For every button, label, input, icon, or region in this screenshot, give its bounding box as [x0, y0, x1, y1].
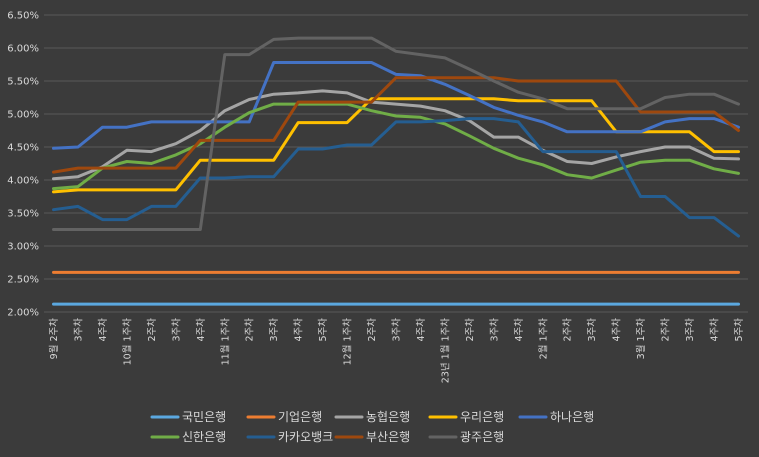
legend-label: 카카오뱅크 [278, 430, 333, 444]
x-tick-label: 2주차 [366, 318, 378, 342]
x-tick-label: 4주차 [97, 318, 109, 342]
x-tick-label: 5주차 [317, 318, 329, 342]
y-tick-label: 4.50% [7, 143, 39, 154]
x-tick-label: 2월 1주차 [537, 318, 549, 360]
legend-label: 국민은행 [182, 409, 226, 424]
x-tick-label: 3월 1주차 [635, 318, 647, 360]
x-tick-label: 3주차 [73, 318, 85, 342]
legend-entry: 기업은행 [246, 409, 322, 424]
x-tick-label: 3주차 [391, 318, 403, 342]
legend-entry: 광주은행 [428, 429, 504, 444]
legend-entry: 국민은행 [150, 409, 226, 424]
x-tick-label: 2주차 [244, 318, 256, 342]
series-line-3 [52, 89, 740, 181]
x-tick-label: 4주차 [708, 318, 720, 342]
x-tick-label: 3주차 [170, 318, 182, 342]
y-tick-label: 2.50% [7, 275, 39, 286]
legend-entry: 우리은행 [428, 409, 504, 424]
series-line-6 [52, 102, 740, 191]
y-tick-label: 4.00% [7, 176, 39, 187]
legend-label: 부산은행 [366, 429, 410, 444]
x-tick-label: 4주차 [415, 318, 427, 342]
series-line-8 [52, 76, 740, 174]
y-axis-tick-labels: 2.00% 2.50% 3.00% 3.50% 4.00% 4.50% 5.00% 5.50%… [7, 11, 39, 319]
y-tick-label: 3.50% [7, 209, 39, 220]
y-tick-label: 6.50% [7, 11, 39, 22]
legend-label: 신한은행 [182, 429, 226, 444]
y-tick-label: 2.00% [7, 308, 39, 319]
legend-label: 하나은행 [550, 409, 594, 424]
x-tick-label: 12월 1주차 [342, 318, 354, 366]
legend-label: 광주은행 [460, 429, 504, 444]
series-line-7 [52, 117, 740, 238]
y-tick-label: 3.00% [7, 242, 39, 253]
x-tick-label: 5주차 [733, 318, 745, 342]
x-tick-label: 2주차 [660, 318, 672, 342]
x-axis-tick-labels: 9월 2주차 3주차 4주차 10월 1주차 2주차 3주차 4주차 11월 1주차 2주차 3주… [48, 318, 745, 383]
y-tick-label: 5.00% [7, 110, 39, 121]
x-tick-label: 4주차 [611, 318, 623, 342]
x-tick-label: 2주차 [464, 318, 476, 342]
y-tick-label: 5.50% [7, 77, 39, 88]
x-tick-label: 4주차 [513, 318, 525, 342]
legend-entry: 하나은행 [518, 409, 594, 424]
legend-label: 농협은행 [366, 409, 410, 424]
x-tick-label: 4주차 [293, 318, 305, 342]
x-tick-label: 3주차 [488, 318, 500, 342]
x-tick-label: 2주차 [562, 318, 574, 342]
series-line-5 [52, 61, 740, 150]
x-tick-label: 23년 1월 1주차 [439, 318, 451, 383]
x-tick-label: 3주차 [268, 318, 280, 342]
legend-label: 우리은행 [460, 409, 504, 424]
series-line-9 [52, 36, 740, 231]
legend-entry: 부산은행 [334, 429, 410, 444]
y-tick-label: 6.00% [7, 44, 39, 55]
x-tick-label: 9월 2주차 [48, 318, 60, 360]
series-lines [52, 36, 740, 306]
legend-entry: 신한은행 [150, 429, 226, 444]
x-tick-label: 4주차 [195, 318, 207, 342]
x-tick-label: 2주차 [146, 318, 158, 342]
x-tick-label: 11월 1주차 [219, 318, 231, 366]
legend-label: 기업은행 [278, 409, 322, 424]
legend-entry: 농협은행 [334, 409, 410, 424]
series-line-4 [52, 97, 740, 194]
x-tick-label: 3주차 [684, 318, 696, 342]
x-tick-label: 3주차 [586, 318, 598, 342]
x-tick-label: 10월 1주차 [121, 318, 133, 366]
legend-entry: 카카오뱅크 [246, 430, 333, 444]
